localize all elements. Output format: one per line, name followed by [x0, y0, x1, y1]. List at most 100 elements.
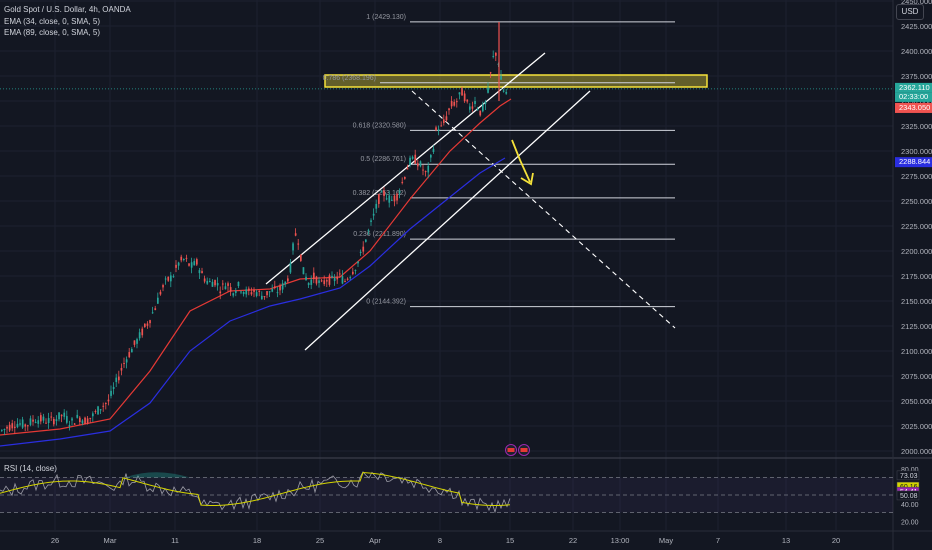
time-tick-label: 20 [832, 536, 840, 545]
candle-body [60, 414, 63, 417]
candle-body [248, 288, 250, 291]
candle-body [445, 116, 448, 121]
fib-level-label: 0.618 (2320.580) [353, 122, 406, 129]
candle-body [310, 279, 313, 285]
ema89-legend[interactable]: EMA (89, close, 0, SMA, 5) [4, 28, 101, 37]
time-tick-label: May [659, 536, 673, 545]
candle-body [318, 280, 320, 283]
candle-body [502, 90, 505, 92]
candle-body [391, 199, 393, 201]
candle-body [1, 429, 3, 431]
candle-body [167, 276, 170, 281]
candle-body [417, 163, 419, 167]
candle-body [474, 100, 476, 104]
candle-body [365, 239, 367, 242]
rsi-value-tag-bg [896, 490, 920, 501]
symbol-title[interactable]: Gold Spot / U.S. Dollar, 4h, OANDA [4, 5, 131, 14]
time-tick-label: 13 [782, 536, 790, 545]
candle-body [144, 323, 146, 327]
price-tick-label: 2225.000 [901, 222, 932, 231]
candle-body [300, 254, 302, 261]
channel-lower-line [304, 90, 591, 351]
candle-body [281, 283, 284, 290]
time-tick-label: 15 [506, 536, 514, 545]
candle-body [422, 169, 424, 171]
candle-body [8, 424, 11, 431]
candle-body [92, 413, 94, 417]
candle-body [29, 418, 32, 425]
candle-body [138, 332, 141, 339]
time-tick-label: 11 [171, 536, 179, 545]
countdown-tag-bg [895, 92, 932, 102]
candle-body [201, 271, 203, 274]
time-tick-label: 8 [438, 536, 442, 545]
candle-body [419, 161, 422, 167]
candle-body [141, 328, 144, 336]
projection-dashed-line [411, 90, 676, 329]
candle-body [112, 386, 115, 390]
candle-body [458, 92, 461, 95]
candle-body [359, 251, 362, 253]
candle-body [320, 280, 323, 282]
candle-body [136, 339, 138, 344]
candle-body [84, 417, 86, 425]
price-tick-label: 2300.000 [901, 147, 932, 156]
candle-body [170, 275, 172, 282]
price-tick-label: 2175.000 [901, 272, 932, 281]
candle-body [118, 376, 120, 381]
candle-body [305, 276, 307, 281]
candle-body [115, 377, 118, 383]
candle-body [255, 292, 258, 297]
candle-body [27, 425, 29, 427]
price-tick-label: 2150.000 [901, 297, 932, 306]
candle-body [307, 282, 310, 286]
fib-level-label: 0.5 (2286.761) [360, 156, 406, 163]
rsi-legend[interactable]: RSI (14, close) [4, 464, 57, 473]
candle-body [224, 286, 227, 290]
candle-body [235, 290, 237, 293]
rsi-value-tag: 50.08 [900, 493, 918, 500]
candles [1, 50, 508, 435]
candle-body [352, 271, 354, 275]
arrow-head [520, 172, 534, 186]
candle-body [240, 291, 242, 293]
candle-body [302, 267, 305, 275]
price-tick-label: 2450.000 [901, 0, 932, 6]
candle-body [97, 406, 99, 415]
ema89-line [0, 157, 506, 447]
candle-body [443, 119, 445, 123]
candle-body [261, 295, 263, 300]
ema34-legend[interactable]: EMA (34, close, 0, SMA, 5) [4, 17, 101, 26]
candle-body [21, 419, 24, 428]
candle-body [331, 275, 333, 278]
candle-body [463, 93, 466, 102]
candle-body [341, 276, 344, 284]
candle-body [222, 283, 224, 285]
candle-body [193, 261, 196, 266]
candle-body [505, 91, 508, 94]
price-tick-label: 2200.000 [901, 247, 932, 256]
price-tick-label: 2325.000 [901, 122, 932, 131]
candle-body [323, 280, 326, 285]
candle-body [253, 290, 255, 292]
candle-body [489, 72, 492, 74]
candle-body [55, 419, 58, 422]
candle-body [380, 191, 383, 193]
candle-body [53, 418, 55, 425]
time-tick-label: 13:00 [611, 536, 630, 545]
rsi-overbought-fill [125, 472, 190, 478]
candle-body [16, 423, 19, 428]
countdown-tag: 02:33:00 [899, 92, 928, 101]
rsi-tick-label: 40.00 [901, 502, 919, 509]
candle-body [450, 101, 453, 107]
candle-body [398, 190, 401, 193]
fib-level-label: 0.236 (2211.890) [353, 231, 406, 238]
bearish-arrow [511, 139, 531, 183]
candle-body [214, 280, 216, 286]
candle-body [86, 418, 89, 424]
time-tick-label: Apr [369, 536, 381, 545]
candle-body [375, 203, 378, 209]
candle-body [242, 291, 245, 295]
currency-button[interactable]: USD [896, 4, 924, 20]
